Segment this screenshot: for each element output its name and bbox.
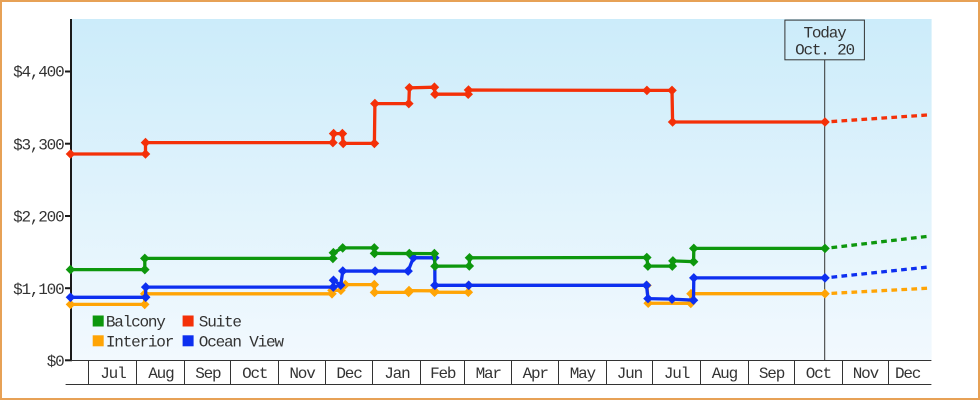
svg-text:$1,100: $1,100 (13, 281, 64, 299)
svg-text:Aug: Aug (712, 365, 738, 383)
svg-text:Mar: Mar (476, 365, 502, 383)
svg-text:Jul: Jul (664, 365, 690, 383)
svg-text:Oct: Oct (806, 365, 831, 383)
svg-text:Balcony: Balcony (106, 314, 166, 332)
svg-text:Interior: Interior (106, 334, 174, 352)
svg-text:Feb: Feb (430, 365, 456, 383)
svg-text:$4,400: $4,400 (13, 64, 64, 82)
svg-text:Oct: Oct (242, 365, 267, 383)
svg-text:$0: $0 (47, 353, 64, 371)
svg-text:$3,300: $3,300 (13, 137, 64, 155)
svg-text:Jun: Jun (617, 365, 643, 383)
svg-text:Sep: Sep (759, 365, 785, 383)
svg-text:Jan: Jan (384, 365, 410, 383)
svg-text:Jul: Jul (100, 365, 126, 383)
svg-text:Suite: Suite (199, 314, 242, 332)
svg-text:Ocean View: Ocean View (199, 334, 285, 352)
svg-text:Sep: Sep (195, 365, 221, 383)
svg-text:Apr: Apr (523, 365, 549, 383)
svg-text:Oct. 20: Oct. 20 (795, 41, 854, 59)
svg-text:Nov: Nov (853, 365, 880, 383)
svg-text:Aug: Aug (148, 365, 174, 383)
svg-text:Today: Today (803, 25, 847, 43)
svg-text:Nov: Nov (289, 365, 316, 383)
svg-text:May: May (570, 365, 597, 383)
svg-text:Dec: Dec (336, 365, 362, 383)
svg-text:Dec: Dec (895, 365, 921, 383)
svg-text:$2,200: $2,200 (13, 209, 64, 227)
